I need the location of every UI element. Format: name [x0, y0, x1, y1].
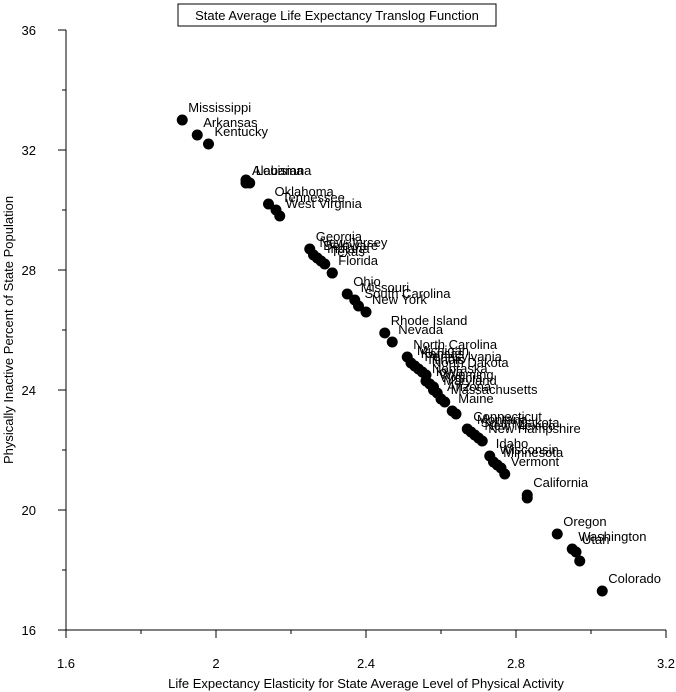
point-label: Idaho: [496, 436, 529, 451]
y-tick-label: 24: [22, 383, 36, 398]
point-label: Wyoming: [440, 367, 494, 382]
x-tick-label: 2.8: [507, 656, 525, 671]
point-label: Colorado: [608, 571, 661, 586]
y-tick-label: 32: [22, 143, 36, 158]
point-label: Louisiana: [256, 163, 312, 178]
x-axis-label: Life Expectancy Elasticity for State Ave…: [168, 676, 564, 691]
point-label: Virginia: [440, 370, 484, 385]
point-label: Texas: [331, 244, 365, 259]
point-label: Tennessee: [282, 190, 345, 205]
x-tick-label: 2: [212, 656, 219, 671]
data-point: [439, 396, 451, 408]
chart-title-group: State Average Life Expectancy Translog F…: [177, 3, 497, 27]
data-point: [353, 300, 364, 312]
x-ticks: 1.6 2 2.4 2.8 3.2: [57, 630, 675, 671]
data-point: [379, 327, 391, 339]
point-label: Michigan: [417, 343, 469, 358]
point-label: Arkansas: [203, 115, 258, 130]
point-label: Utah: [582, 532, 609, 547]
point-label: West Virginia: [286, 196, 363, 211]
data-point: [476, 435, 488, 447]
point-label: Connecticut: [473, 409, 542, 424]
point-label: Oklahoma: [275, 184, 335, 199]
x-tick-label: 2.4: [357, 656, 375, 671]
point-label: Montana: [477, 412, 528, 427]
point-label: Wisconsin: [500, 442, 559, 457]
point-label: Maine: [458, 391, 493, 406]
point-label: South Carolina: [365, 286, 452, 301]
point-label: Illinois: [428, 352, 465, 367]
data-point: [450, 408, 462, 420]
data-point: [551, 528, 563, 540]
x-tick-label: 3.2: [657, 656, 675, 671]
y-ticks: 16 20 24 28 32 36: [22, 23, 66, 638]
point-label: South Dakota: [481, 415, 561, 430]
data-point: [274, 210, 286, 222]
data-point: [386, 336, 398, 348]
data-point: [176, 114, 188, 126]
data-point: [574, 555, 586, 567]
point-label: Kansas: [421, 346, 465, 361]
point-label: New York: [372, 292, 427, 307]
chart-title-box: [177, 3, 497, 27]
axes: [65, 30, 666, 631]
data-point: [244, 177, 256, 189]
point-label: Indiana: [327, 241, 370, 256]
data-point: [360, 306, 372, 318]
point-label: Minnesota: [503, 445, 564, 460]
y-tick-label: 16: [22, 623, 36, 638]
data-point: [566, 543, 578, 555]
data-point: [341, 288, 353, 300]
data-point: [326, 267, 338, 279]
data-points: [176, 114, 608, 597]
point-label: New Mexico: [485, 418, 556, 433]
point-label: Alabama: [252, 163, 304, 178]
data-point: [319, 258, 331, 270]
point-label: North Carolina: [413, 337, 498, 352]
point-label: Missouri: [361, 280, 410, 295]
data-point: [596, 585, 608, 597]
point-label: New Jersey: [320, 235, 388, 250]
point-label: Ohio: [353, 274, 380, 289]
point-label: Arizona: [447, 379, 492, 394]
y-tick-label: 28: [22, 263, 36, 278]
point-label: Delaware: [323, 238, 378, 253]
point-label: Florida: [338, 253, 379, 268]
data-point: [499, 468, 511, 480]
x-tick-label: 1.6: [57, 656, 75, 671]
point-label: California: [533, 475, 589, 490]
point-label: Maryland: [443, 373, 496, 388]
point-label: Massachusetts: [451, 382, 538, 397]
data-point: [521, 492, 533, 504]
point-label: Iowa: [436, 364, 464, 379]
point-label: Mississippi: [188, 100, 251, 115]
data-point: [263, 198, 274, 210]
point-label: Washington: [578, 529, 646, 544]
point-label: Georgia: [316, 229, 363, 244]
point-label: Oregon: [563, 514, 606, 529]
point-label: New Hampshire: [488, 421, 580, 436]
point-label: Nebraska: [432, 361, 488, 376]
point-label: Pennsylvania: [425, 349, 503, 364]
point-label: North Dakota: [432, 355, 509, 370]
point-label: Kentucky: [215, 124, 269, 139]
point-label: Nevada: [398, 322, 444, 337]
chart-title: State Average Life Expectancy Translog F…: [195, 8, 479, 23]
data-point: [203, 138, 214, 150]
y-tick-label: 36: [22, 23, 36, 38]
y-axis-label: Physically Inactive Percent of State Pop…: [1, 196, 16, 464]
point-label: Vermont: [511, 454, 560, 469]
y-tick-label: 20: [22, 503, 36, 518]
point-label: Rhode Island: [391, 313, 468, 328]
data-point: [191, 129, 203, 141]
